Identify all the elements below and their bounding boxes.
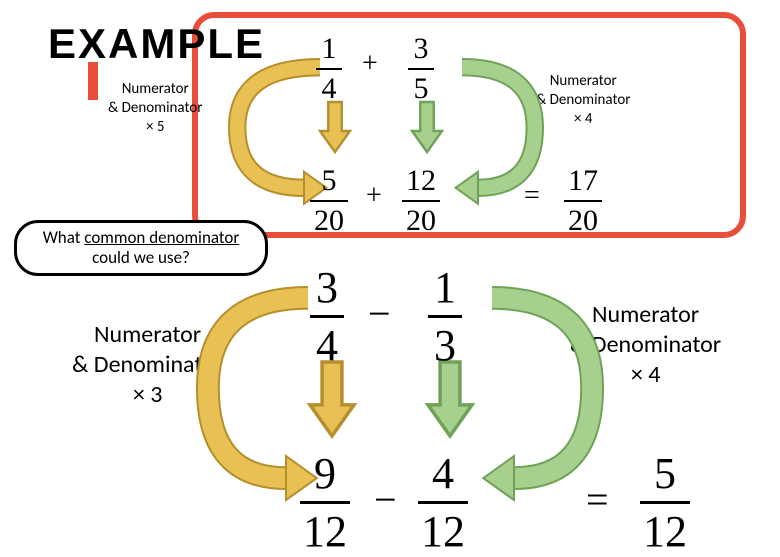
fraction: 13 bbox=[428, 262, 462, 371]
question-text: What bbox=[43, 227, 85, 248]
fraction: 512 bbox=[640, 448, 690, 557]
fraction: 912 bbox=[300, 448, 350, 557]
operator: + bbox=[366, 180, 382, 212]
fraction: 14 bbox=[316, 32, 342, 106]
curve-arrow-icon bbox=[470, 288, 624, 488]
label-line: × 5 bbox=[108, 118, 202, 137]
question-text-underlined: common denominator bbox=[84, 227, 239, 248]
question-text: could we use? bbox=[92, 247, 190, 268]
fraction: 1720 bbox=[564, 164, 602, 238]
fraction: 34 bbox=[310, 262, 344, 371]
fraction: 1220 bbox=[402, 164, 440, 238]
question-box: What common denominator could we use? bbox=[14, 220, 268, 276]
operator: = bbox=[524, 180, 540, 212]
down-arrow-icon bbox=[412, 102, 442, 152]
fraction: 520 bbox=[310, 164, 348, 238]
label-line: Numerator bbox=[108, 80, 202, 99]
fraction: 412 bbox=[418, 448, 468, 557]
operator: − bbox=[368, 290, 391, 337]
down-arrow-icon bbox=[428, 362, 472, 436]
label-line: & Denominator bbox=[108, 99, 202, 118]
operator: − bbox=[374, 476, 397, 523]
curve-arrow-icon bbox=[446, 60, 558, 195]
fraction: 35 bbox=[408, 32, 434, 106]
label-top-left: Numerator & Denominator × 5 bbox=[108, 80, 202, 136]
operator: + bbox=[362, 48, 378, 80]
operator: = bbox=[586, 476, 609, 523]
